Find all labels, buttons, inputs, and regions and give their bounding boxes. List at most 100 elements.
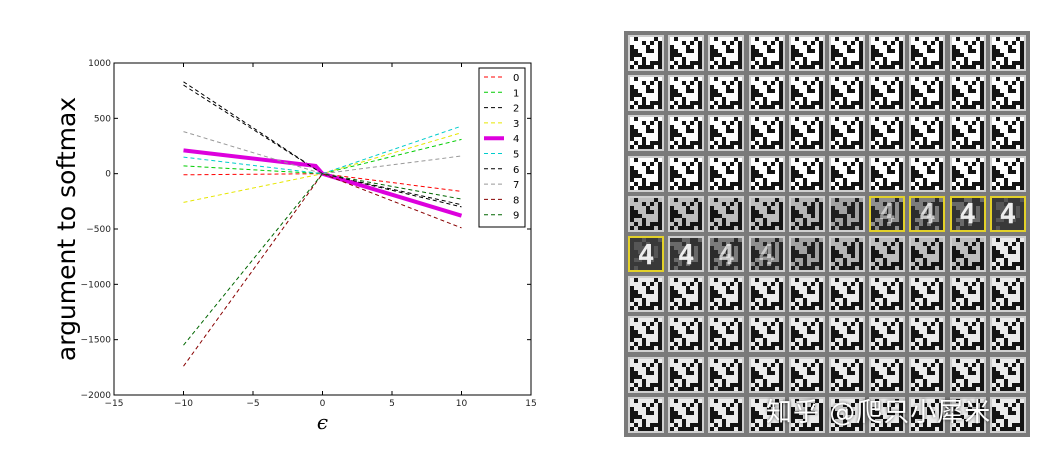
grid-cell bbox=[748, 35, 785, 71]
grid-cell bbox=[668, 195, 705, 232]
grid-cell bbox=[708, 35, 745, 71]
y-tick-label: −2000 bbox=[81, 391, 112, 401]
noise-image bbox=[951, 37, 984, 69]
grid-cell bbox=[628, 276, 664, 313]
x-tick-label: 0 bbox=[320, 399, 326, 409]
grid-cell: 4 bbox=[869, 195, 906, 232]
noise-image bbox=[911, 278, 944, 311]
noise-image bbox=[750, 37, 783, 69]
noise-image bbox=[710, 117, 743, 150]
noise-image bbox=[790, 77, 823, 110]
legend-label-4: 4 bbox=[513, 134, 519, 145]
noise-image bbox=[871, 358, 904, 391]
digit-four-glyph: 4 bbox=[959, 197, 977, 231]
grid-cell bbox=[708, 276, 745, 313]
noise-image bbox=[831, 37, 863, 69]
grid-cell bbox=[628, 75, 664, 112]
grid-cell bbox=[869, 276, 906, 313]
grid-cell bbox=[708, 356, 745, 393]
grid-cell bbox=[869, 396, 906, 433]
noise-image bbox=[911, 117, 944, 150]
grid-cell bbox=[788, 236, 825, 272]
noise-image bbox=[630, 157, 662, 190]
legend-label-2: 2 bbox=[513, 104, 519, 115]
noise-image bbox=[831, 77, 863, 110]
noise-image bbox=[670, 398, 703, 431]
noise-image bbox=[790, 358, 823, 391]
grid-cell bbox=[989, 75, 1026, 112]
grid-cell: 4 bbox=[989, 195, 1026, 232]
grid-cell bbox=[628, 356, 664, 393]
noise-image bbox=[670, 37, 703, 69]
noise-image bbox=[710, 318, 743, 351]
grid-cell bbox=[628, 396, 664, 433]
grid-cell: 4 bbox=[748, 236, 785, 272]
noise-image bbox=[790, 117, 823, 150]
noise-image bbox=[911, 197, 944, 230]
grid-cell bbox=[708, 195, 745, 232]
noise-image bbox=[831, 197, 863, 230]
noise-image bbox=[991, 117, 1024, 150]
grid-cell bbox=[788, 155, 825, 192]
grid-cell: 4 bbox=[628, 236, 664, 272]
noise-image bbox=[831, 157, 863, 190]
noise-image bbox=[670, 157, 703, 190]
grid-cell bbox=[668, 35, 705, 71]
noise-image bbox=[951, 398, 984, 431]
noise-image bbox=[991, 278, 1024, 311]
grid-cell bbox=[748, 155, 785, 192]
series-line-1 bbox=[183, 138, 462, 175]
grid-cell bbox=[748, 115, 785, 152]
x-ticks: −15 −10 −5 0 5 10 15 bbox=[105, 63, 537, 409]
grid-cell bbox=[949, 396, 986, 433]
y-tick-label: 1000 bbox=[88, 59, 111, 69]
noise-image bbox=[871, 197, 904, 230]
plot-area bbox=[113, 62, 532, 396]
noise-image bbox=[670, 77, 703, 110]
grid-cell bbox=[668, 396, 705, 433]
series-line-7 bbox=[183, 131, 462, 175]
noise-image bbox=[670, 238, 703, 270]
grid-cell bbox=[668, 316, 705, 353]
legend: 0 1 2 3 4 5 6 7 8 9 bbox=[478, 67, 526, 228]
series-lines bbox=[183, 81, 463, 367]
grid-cell bbox=[708, 316, 745, 353]
grid-cell bbox=[788, 195, 825, 232]
grid-cell bbox=[628, 155, 664, 192]
grid-cell bbox=[748, 195, 785, 232]
grid-cell bbox=[748, 356, 785, 393]
noise-image bbox=[790, 157, 823, 190]
noise-image bbox=[991, 197, 1024, 230]
grid-cell bbox=[829, 236, 865, 272]
x-tick-label: −15 bbox=[105, 399, 124, 409]
noise-image bbox=[630, 238, 662, 270]
x-tick-label: 5 bbox=[389, 399, 395, 409]
noise-image bbox=[871, 157, 904, 190]
noise-image bbox=[790, 318, 823, 351]
digit-four-glyph: 4 bbox=[717, 237, 735, 271]
y-axis-label: argument to softmax bbox=[52, 97, 81, 361]
grid-cell bbox=[628, 316, 664, 353]
grid-cell bbox=[909, 396, 946, 433]
softmax-chart: −15 −10 −5 0 5 10 15 1000 500 0 −500 −1000 −1500 −20… bbox=[52, 59, 537, 434]
noise-image bbox=[911, 238, 944, 270]
noise-image bbox=[630, 197, 662, 230]
grid-cell bbox=[628, 35, 664, 71]
noise-image bbox=[790, 278, 823, 311]
noise-image bbox=[750, 278, 783, 311]
digit-four-glyph: 4 bbox=[999, 197, 1017, 231]
noise-image bbox=[750, 358, 783, 391]
noise-image bbox=[911, 157, 944, 190]
series-line-0 bbox=[183, 173, 462, 192]
noise-image bbox=[871, 278, 904, 311]
noise-image bbox=[871, 37, 904, 69]
watermark: 知乎 @爬只小犀米 bbox=[766, 398, 992, 428]
grid-cell bbox=[708, 396, 745, 433]
grid-cell bbox=[909, 75, 946, 112]
grid-cell bbox=[668, 155, 705, 192]
noise-image bbox=[630, 117, 662, 150]
grid-cell bbox=[869, 316, 906, 353]
noise-image bbox=[951, 77, 984, 110]
y-tick-label: −500 bbox=[86, 225, 111, 235]
noise-image bbox=[670, 117, 703, 150]
